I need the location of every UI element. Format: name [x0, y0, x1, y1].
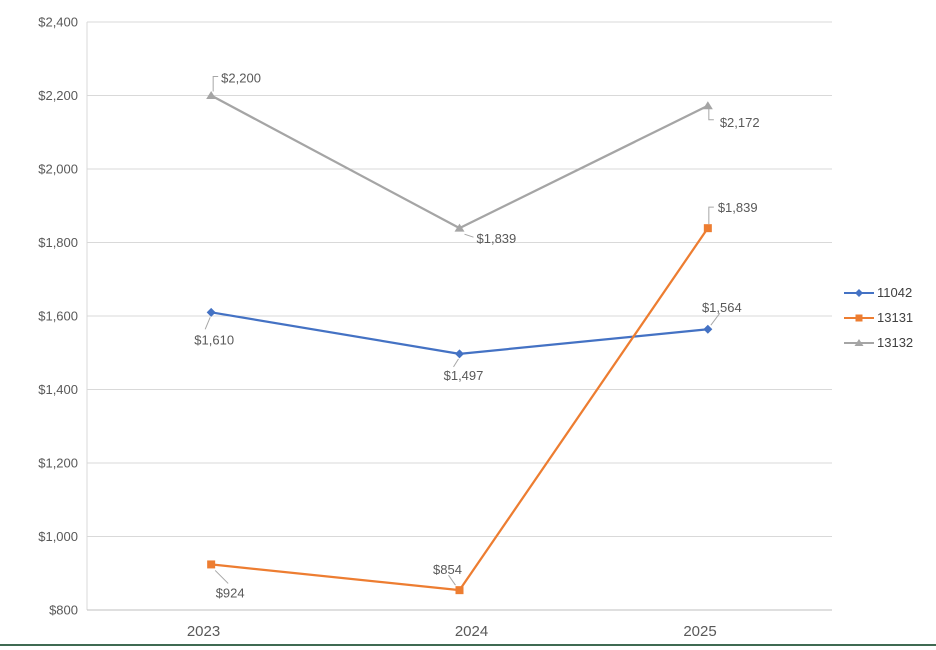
x-axis-label: 2024 — [455, 623, 488, 640]
y-axis-tick-label: $1,000 — [38, 529, 78, 544]
legend-item-13132[interactable]: 13132 — [844, 330, 913, 355]
y-axis-tick-label: $1,200 — [38, 456, 78, 471]
marker-diamond — [703, 324, 713, 334]
y-axis-tick-label: $2,400 — [38, 15, 78, 30]
marker-diamond — [455, 349, 464, 359]
marker-triangle — [702, 101, 713, 110]
data-label-leader — [448, 574, 456, 586]
y-axis-tick-label: $1,400 — [38, 382, 78, 397]
window-bottom-border — [0, 644, 936, 646]
data-label-leader — [453, 358, 459, 368]
x-axis-label: 2023 — [187, 623, 220, 640]
data-label-leader — [710, 312, 721, 326]
legend-marker-square — [844, 314, 874, 321]
y-axis: $800 $1,000 $1,200 $1,400 $1,600 $1,800 $2,000… — [38, 15, 78, 618]
y-axis-tick-label: $2,200 — [38, 88, 78, 103]
x-axis-label: 2025 — [683, 623, 716, 640]
data-label: $1,839 — [477, 231, 517, 246]
series-11042[interactable]: $1,610 $1,497 $1,564 — [194, 300, 741, 383]
data-label: $1,564 — [702, 300, 742, 315]
series-line[interactable] — [210, 94, 709, 230]
marker-square — [855, 314, 863, 321]
data-label: $854 — [433, 562, 462, 577]
chart-legend: 11042 13131 13132 — [844, 280, 913, 355]
legend-item-13131[interactable]: 13131 — [844, 305, 913, 330]
series-13132[interactable]: $2,200 $1,839 $2,172 — [206, 71, 760, 247]
y-axis-tick-label: $1,800 — [38, 235, 78, 250]
data-label: $1,610 — [194, 332, 234, 347]
data-label: $2,172 — [720, 115, 760, 130]
series-13131[interactable]: $924 $854 $1,839 — [207, 200, 758, 600]
legend-label: 13132 — [877, 335, 914, 350]
data-label-leader — [214, 570, 229, 584]
marker-square — [703, 224, 712, 233]
marker-square — [455, 586, 464, 595]
data-label: $1,839 — [718, 200, 758, 215]
data-label-leader — [204, 317, 211, 330]
series-line[interactable] — [210, 227, 709, 592]
y-axis-tick-label: $1,600 — [38, 309, 78, 324]
data-label-leader — [708, 206, 714, 225]
legend-label: 13131 — [877, 310, 914, 325]
marker-square — [207, 560, 216, 569]
y-axis-tick-label: $800 — [49, 603, 78, 618]
legend-marker-diamond — [844, 288, 874, 297]
data-label: $1,497 — [444, 368, 484, 383]
y-axis-tick-label: $2,000 — [38, 162, 78, 177]
marker-diamond — [855, 288, 863, 297]
marker-triangle — [454, 223, 465, 232]
data-label: $924 — [216, 585, 245, 600]
gridlines — [87, 21, 832, 537]
marker-triangle — [854, 338, 864, 346]
marker-diamond — [206, 307, 216, 317]
x-axis: 2023 2024 2025 — [187, 623, 717, 640]
legend-item-11042[interactable]: 11042 — [844, 280, 913, 305]
legend-marker-triangle — [844, 338, 874, 346]
data-label-leader — [464, 233, 474, 238]
data-label-leader — [708, 108, 714, 121]
legend-label: 11042 — [877, 285, 913, 300]
marker-triangle — [206, 91, 217, 99]
series-line[interactable] — [210, 311, 709, 355]
data-label-leader — [212, 76, 219, 92]
data-label: $2,200 — [221, 71, 261, 86]
